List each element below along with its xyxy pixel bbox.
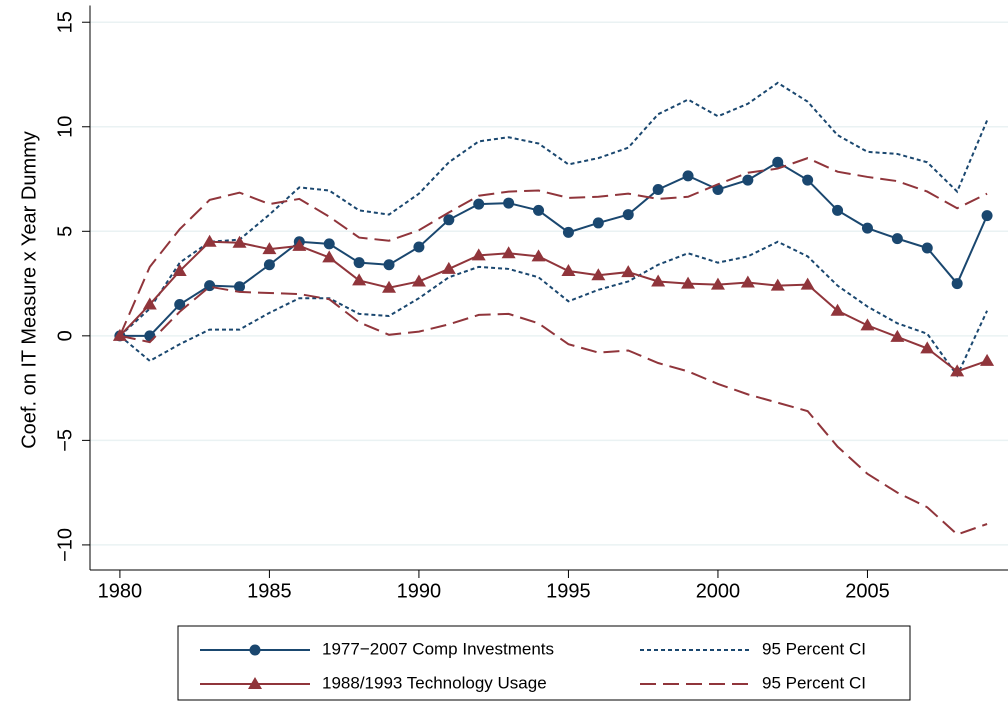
marker bbox=[652, 183, 664, 195]
legend-marker bbox=[248, 677, 262, 689]
marker bbox=[202, 234, 217, 247]
marker bbox=[234, 281, 246, 293]
marker bbox=[681, 276, 696, 289]
marker bbox=[503, 197, 515, 209]
marker bbox=[471, 248, 486, 261]
marker bbox=[651, 274, 666, 287]
line-upper bbox=[118, 157, 988, 337]
marker bbox=[621, 265, 636, 278]
marker bbox=[832, 204, 844, 216]
y-tick-label: 5 bbox=[54, 226, 76, 237]
line-upper bbox=[119, 81, 988, 337]
marker bbox=[413, 241, 425, 253]
marker bbox=[742, 174, 754, 186]
marker bbox=[772, 156, 784, 168]
marker bbox=[263, 259, 275, 271]
legend-label: 95 Percent CI bbox=[762, 673, 866, 692]
marker bbox=[411, 274, 426, 287]
legend-label: 1988/1993 Technology Usage bbox=[322, 673, 547, 692]
marker bbox=[353, 257, 365, 269]
y-tick-label: −5 bbox=[54, 429, 76, 452]
marker bbox=[921, 242, 933, 254]
legend-marker bbox=[249, 644, 261, 656]
marker bbox=[142, 297, 157, 310]
marker bbox=[204, 280, 216, 292]
line-lower bbox=[119, 240, 988, 378]
marker bbox=[172, 264, 187, 277]
y-tick-label: 0 bbox=[54, 330, 76, 341]
marker bbox=[981, 210, 993, 222]
marker bbox=[473, 198, 485, 210]
marker bbox=[292, 238, 307, 251]
marker bbox=[174, 298, 186, 310]
marker bbox=[622, 209, 634, 221]
marker bbox=[920, 341, 935, 354]
marker bbox=[860, 318, 875, 331]
marker bbox=[383, 259, 395, 271]
x-tick-label: 1985 bbox=[247, 580, 292, 602]
marker bbox=[951, 278, 963, 290]
marker bbox=[740, 275, 755, 288]
marker bbox=[712, 183, 724, 195]
line-values bbox=[119, 240, 988, 373]
x-tick-label: 1995 bbox=[546, 580, 591, 602]
legend-label: 95 Percent CI bbox=[762, 639, 866, 658]
y-tick-label: 10 bbox=[54, 116, 76, 138]
x-tick-label: 1990 bbox=[397, 580, 442, 602]
marker bbox=[382, 280, 397, 293]
marker bbox=[800, 277, 815, 290]
marker bbox=[592, 217, 604, 229]
marker bbox=[562, 226, 574, 238]
marker bbox=[591, 268, 606, 281]
marker bbox=[232, 235, 247, 248]
line-values bbox=[119, 161, 988, 337]
marker bbox=[830, 303, 845, 316]
marker bbox=[861, 222, 873, 234]
marker bbox=[323, 238, 335, 250]
y-tick-label: −10 bbox=[54, 528, 76, 562]
marker bbox=[561, 264, 576, 277]
marker bbox=[770, 278, 785, 291]
y-axis-title: Coef. on IT Measure x Year Dummy bbox=[18, 131, 40, 449]
marker bbox=[682, 170, 694, 182]
marker bbox=[980, 353, 995, 366]
marker bbox=[144, 330, 156, 342]
marker bbox=[533, 204, 545, 216]
marker bbox=[531, 249, 546, 262]
marker bbox=[950, 364, 965, 377]
marker bbox=[443, 214, 455, 226]
legend-label: 1977−2007 Comp Investments bbox=[322, 639, 554, 658]
marker bbox=[262, 242, 277, 255]
y-tick-label: 15 bbox=[54, 11, 76, 33]
line-lower bbox=[119, 285, 988, 536]
marker bbox=[802, 174, 814, 186]
x-tick-label: 2005 bbox=[845, 580, 890, 602]
marker bbox=[322, 250, 337, 263]
x-tick-label: 2000 bbox=[696, 580, 741, 602]
legend-box bbox=[177, 625, 911, 701]
x-tick-label: 1980 bbox=[98, 580, 143, 602]
marker bbox=[501, 246, 516, 259]
marker bbox=[890, 329, 905, 342]
marker bbox=[710, 277, 725, 290]
marker bbox=[352, 273, 367, 286]
marker bbox=[441, 261, 456, 274]
marker bbox=[891, 233, 903, 245]
